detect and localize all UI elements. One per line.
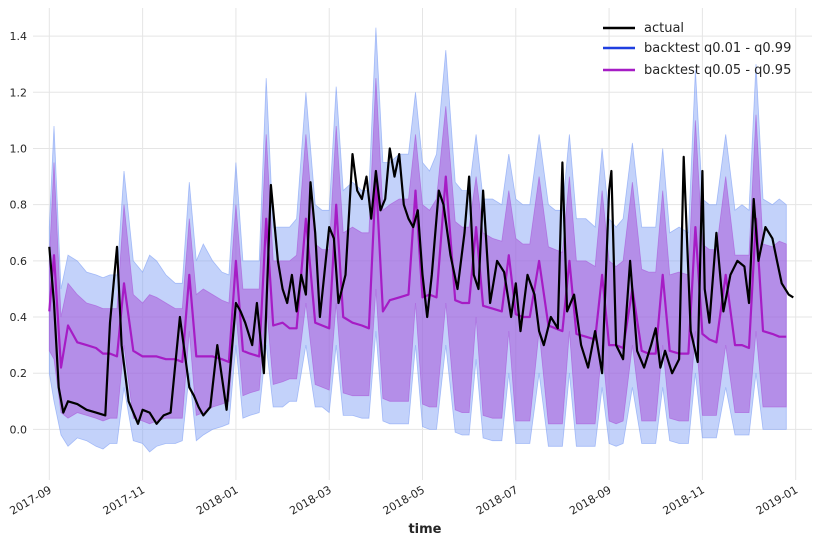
x-axis-label: time	[408, 522, 441, 537]
legend: actual backtest q0.01 - q0.99 backtest q…	[603, 21, 791, 78]
x-tick-label: 2018-11	[661, 483, 707, 517]
x-tick-label: 2018-01	[194, 483, 240, 517]
legend-label-backtest-q001-q099: backtest q0.01 - q0.99	[644, 41, 791, 56]
x-tick-label: 2017-11	[101, 483, 147, 517]
y-tick-label: 1.4	[10, 30, 28, 43]
y-tick-label: 0.8	[10, 199, 28, 212]
y-tick-label: 0.0	[10, 423, 28, 436]
x-tick-labels: 2017-09 2017-11 2018-01 2018-03 2018-05 2018-…	[8, 483, 801, 517]
x-tick-label: 2018-09	[567, 483, 613, 517]
y-tick-label: 1.0	[10, 142, 28, 155]
legend-label-actual: actual	[644, 21, 684, 36]
legend-label-backtest-q005-q095: backtest q0.05 - q0.95	[644, 63, 791, 78]
y-tick-labels: 0.0 0.2 0.4 0.6 0.8 1.0 1.2 1.4	[10, 30, 28, 436]
y-tick-label: 1.2	[10, 86, 28, 99]
x-tick-label: 2017-09	[8, 483, 54, 517]
y-tick-label: 0.4	[10, 311, 28, 324]
x-tick-label: 2018-03	[287, 483, 333, 517]
y-tick-label: 0.6	[10, 255, 28, 268]
x-tick-label: 2018-07	[474, 483, 520, 517]
x-tick-label: 2019-01	[754, 483, 800, 517]
x-tick-label: 2018-05	[381, 483, 427, 517]
series-lines	[48, 147, 794, 425]
line-backtest-median	[48, 175, 787, 369]
y-tick-label: 0.2	[10, 367, 28, 380]
line-actual	[48, 147, 794, 425]
